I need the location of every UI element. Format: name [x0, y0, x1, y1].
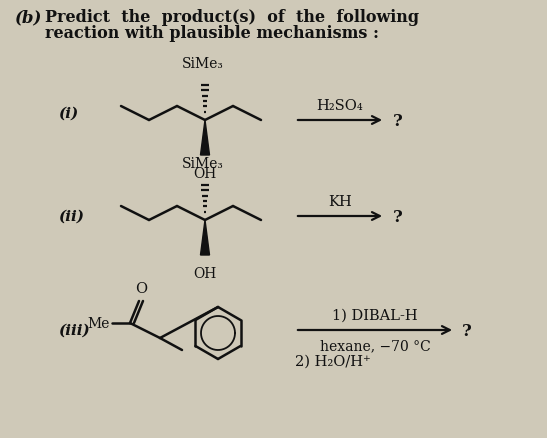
Text: (b): (b) — [15, 9, 42, 26]
Text: hexane, −70 °C: hexane, −70 °C — [319, 338, 430, 352]
Polygon shape — [201, 220, 210, 255]
Text: ?: ? — [393, 208, 403, 225]
Text: OH: OH — [194, 166, 217, 180]
Polygon shape — [201, 121, 210, 155]
Text: (i): (i) — [58, 107, 78, 121]
Text: SiMe₃: SiMe₃ — [182, 157, 224, 171]
Text: SiMe₃: SiMe₃ — [182, 57, 224, 71]
Text: (iii): (iii) — [58, 323, 90, 337]
Text: KH: KH — [328, 194, 352, 208]
Text: H₂SO₄: H₂SO₄ — [317, 99, 363, 113]
Text: 2) H₂O/H⁺: 2) H₂O/H⁺ — [295, 354, 371, 368]
Text: (ii): (ii) — [58, 209, 84, 223]
Text: ?: ? — [462, 322, 472, 339]
Text: Predict  the  product(s)  of  the  following: Predict the product(s) of the following — [45, 9, 419, 26]
Text: 1) DIBAL-H: 1) DIBAL-H — [332, 308, 418, 322]
Text: ?: ? — [393, 112, 403, 129]
Text: reaction with plausible mechanisms :: reaction with plausible mechanisms : — [45, 25, 379, 42]
Text: Me: Me — [88, 316, 110, 330]
Text: OH: OH — [194, 266, 217, 280]
Text: O: O — [135, 281, 147, 295]
